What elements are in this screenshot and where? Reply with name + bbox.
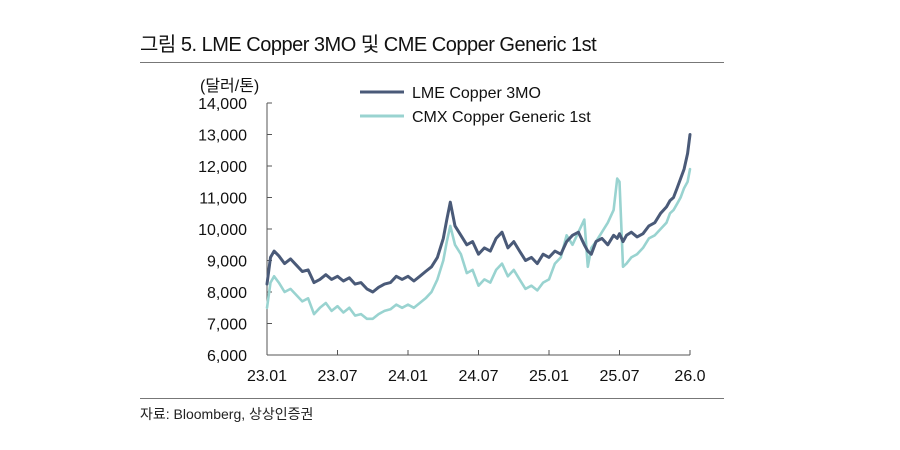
x-tick-label: 24.07	[458, 368, 498, 385]
x-tick-label: 23.07	[317, 368, 357, 385]
title-rule	[140, 62, 724, 63]
y-tick-label: 8,000	[207, 285, 247, 302]
legend-label: CMX Copper Generic 1st	[412, 109, 591, 126]
y-tick-label: 7,000	[207, 317, 247, 334]
y-tick-label: 12,000	[198, 159, 247, 176]
y-tick-label: 11,000	[199, 191, 247, 208]
y-axis-unit-label: (달러/톤)	[200, 77, 259, 95]
x-tick-label: 26.0	[674, 368, 705, 385]
x-tick-label: 25.01	[529, 368, 569, 385]
y-tick-label: 14,000	[198, 96, 247, 113]
y-tick-label: 6,000	[207, 348, 247, 365]
x-tick-label: 24.01	[388, 368, 428, 385]
y-tick-label: 10,000	[198, 222, 247, 239]
legend-label: LME Copper 3MO	[412, 85, 541, 102]
series-line-lme	[265, 133, 692, 294]
figure-title: 그림 5. LME Copper 3MO 및 CME Copper Generi…	[140, 34, 597, 56]
source-note: 자료: Bloomberg, 상상인증권	[140, 406, 314, 422]
y-tick-label: 13,000	[198, 128, 247, 145]
x-tick-label: 23.01	[247, 368, 287, 385]
bottom-rule	[140, 398, 724, 399]
plot-area: 6,000 7,000 8,000 9,000 10,000 11,000 12,000 13…	[198, 85, 706, 385]
x-tick-label: 25.07	[599, 368, 639, 385]
series-line-cmx	[265, 167, 692, 321]
y-tick-label: 9,000	[207, 254, 247, 271]
